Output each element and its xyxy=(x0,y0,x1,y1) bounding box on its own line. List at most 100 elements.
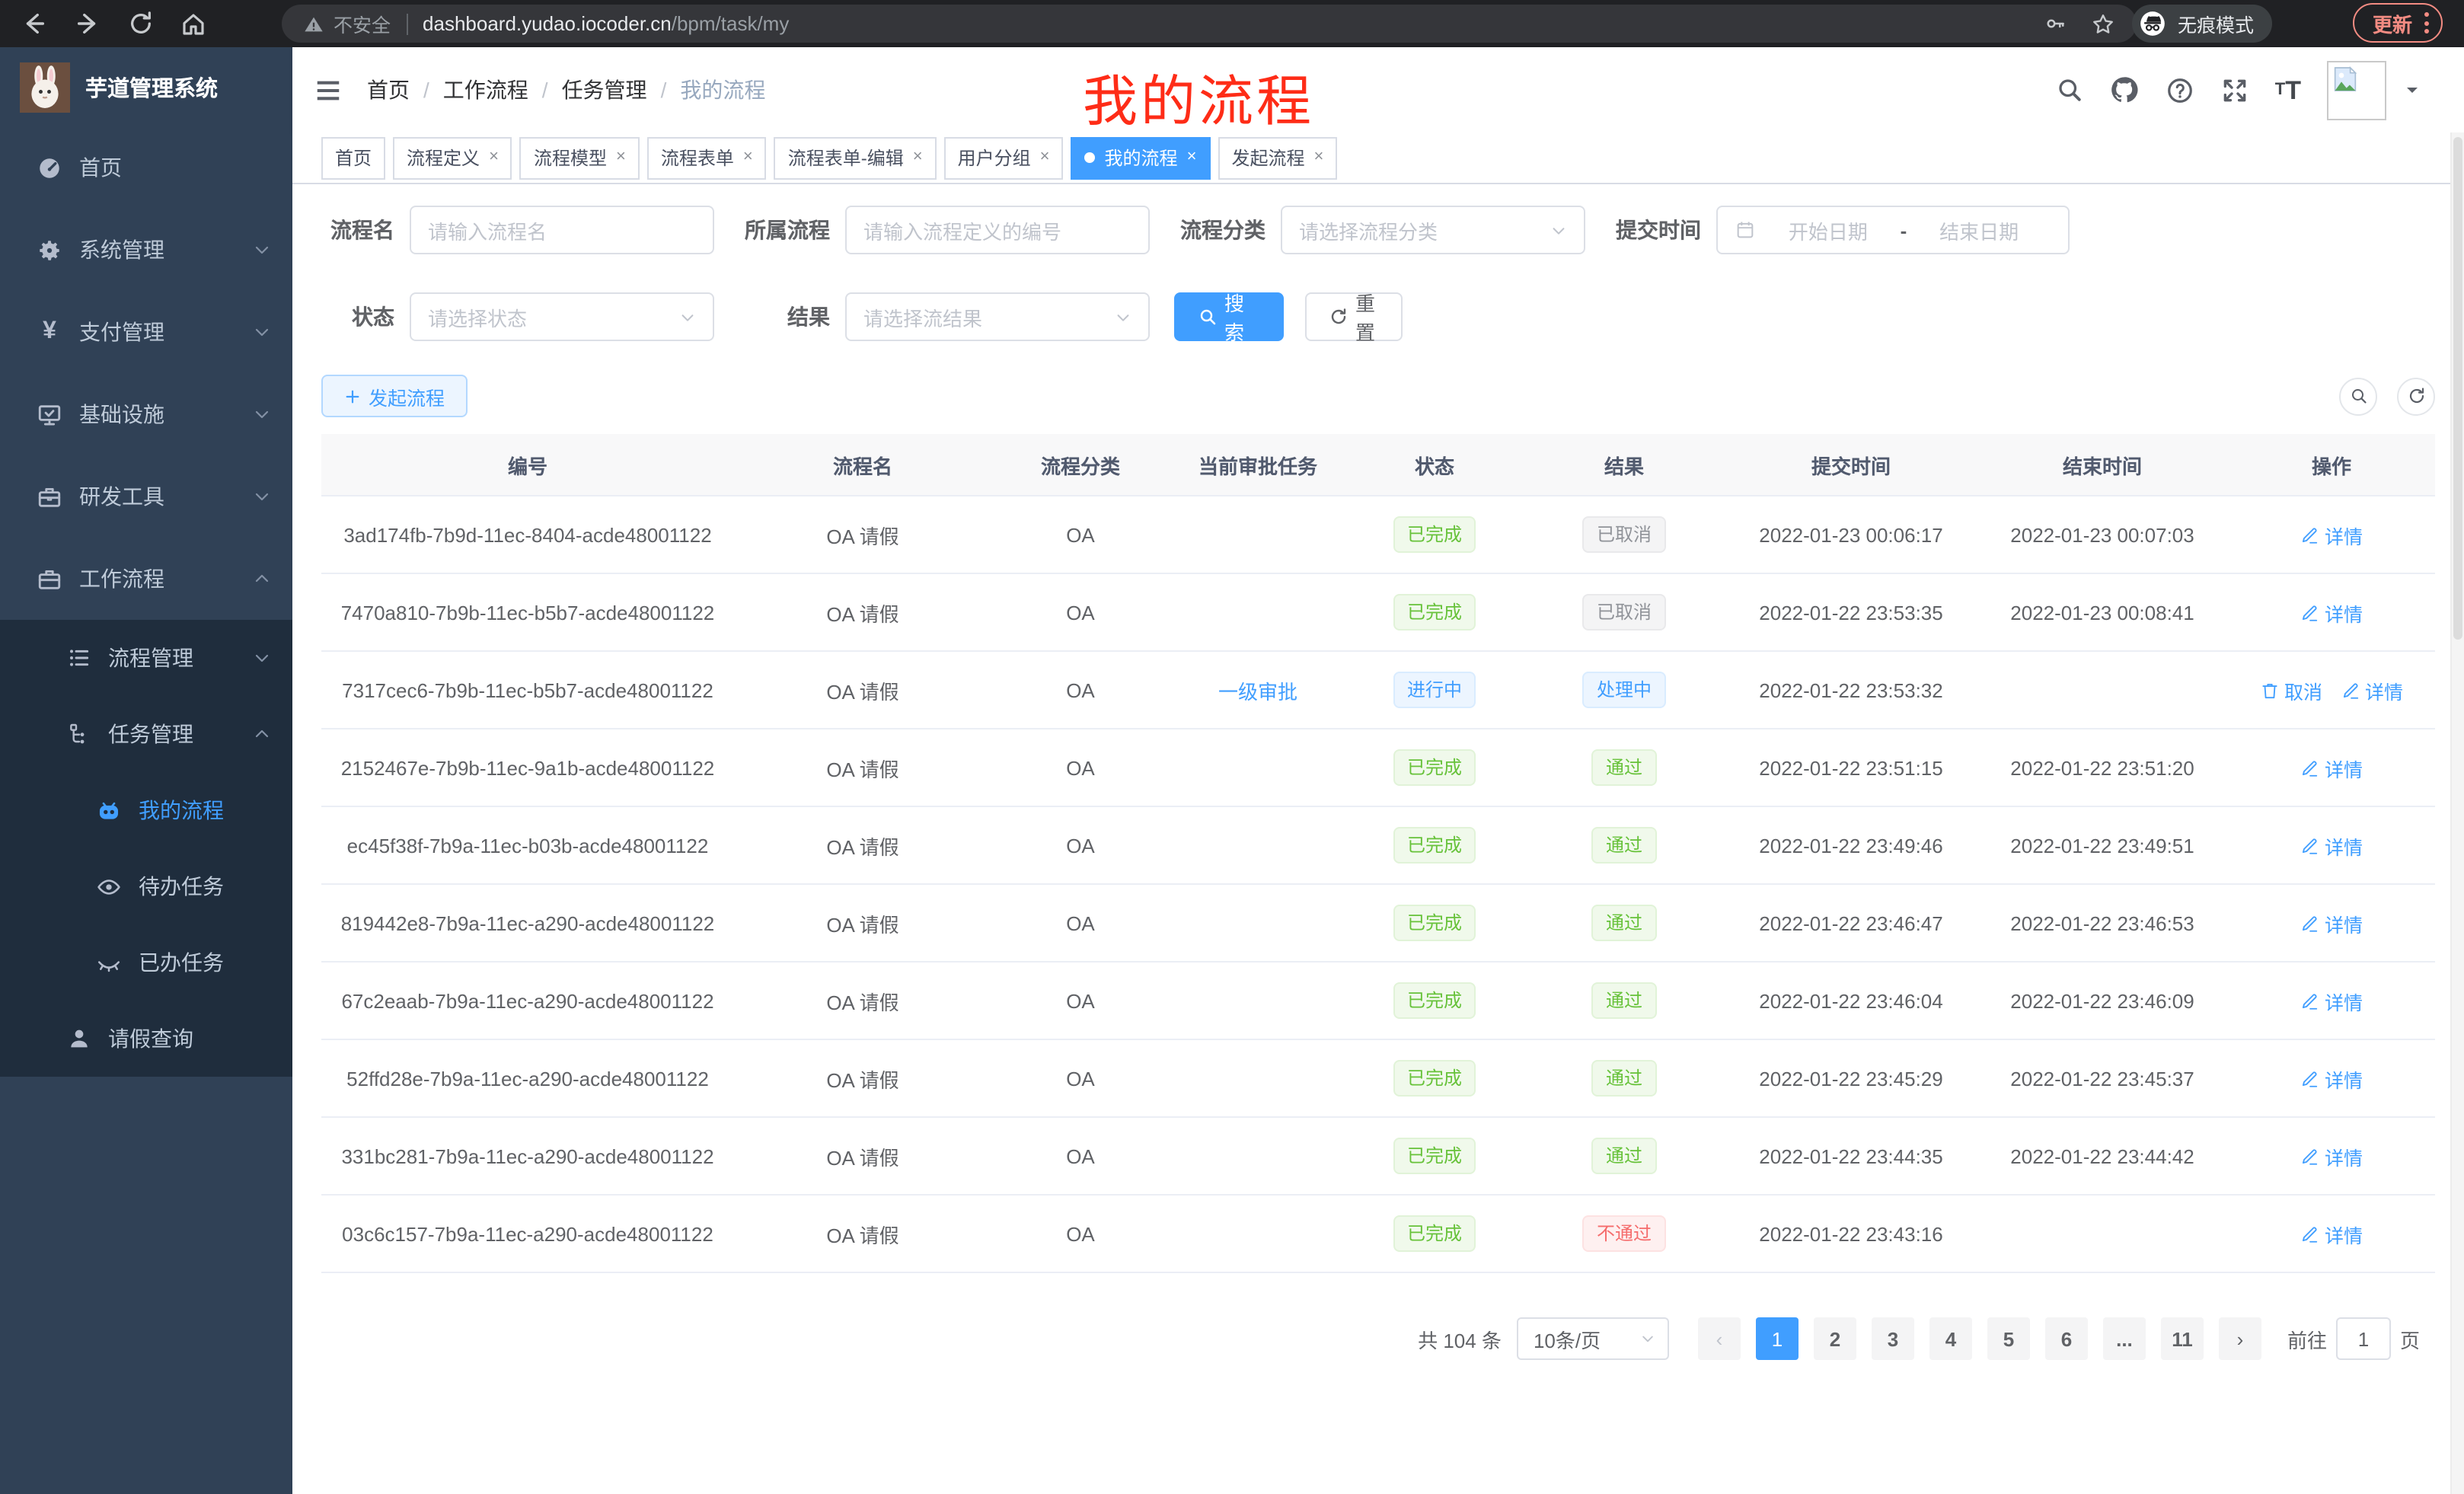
goto-page-input[interactable]: 1 xyxy=(2336,1317,2391,1360)
detail-link[interactable]: 详情 xyxy=(2300,831,2363,860)
current-task-link[interactable]: 一级审批 xyxy=(1218,675,1297,704)
detail-link[interactable]: 详情 xyxy=(2300,753,2363,782)
close-icon[interactable]: × xyxy=(616,149,626,166)
sidebar-item-sidebar.submenu.0[interactable]: 流程管理 xyxy=(0,620,292,696)
status-badge: 已完成 xyxy=(1393,827,1476,864)
sidebar-item-sidebar.menu.3[interactable]: 基础设施 xyxy=(0,373,292,455)
cancel-link[interactable]: 取消 xyxy=(2260,675,2322,704)
page-button-1[interactable]: 1 xyxy=(1756,1317,1799,1360)
tab-我的流程[interactable]: 我的流程× xyxy=(1071,136,1211,179)
page-button-6[interactable]: 6 xyxy=(2045,1317,2088,1360)
app-logo[interactable]: 芋道管理系统 xyxy=(0,47,292,126)
scrollbar[interactable] xyxy=(2450,132,2464,1494)
column-header: 结束时间 xyxy=(1977,434,2228,496)
cell-process-name: OA 请假 xyxy=(734,496,991,573)
font-size-icon[interactable]: TT xyxy=(2275,77,2301,103)
detail-link[interactable]: 详情 xyxy=(2300,1064,2363,1093)
chevron-down-icon xyxy=(253,649,271,667)
dashboard-icon xyxy=(37,155,62,180)
cell-current-task xyxy=(1170,496,1346,573)
date-range-input[interactable]: 开始日期 - 结束日期 xyxy=(1716,206,2070,254)
tab-流程模型[interactable]: 流程模型× xyxy=(520,136,640,179)
close-icon[interactable]: × xyxy=(913,149,923,166)
detail-link[interactable]: 详情 xyxy=(2300,908,2363,937)
sidebar-collapse-icon[interactable] xyxy=(314,75,343,104)
page-button-3[interactable]: 3 xyxy=(1872,1317,1914,1360)
page-button-4[interactable]: 4 xyxy=(1929,1317,1972,1360)
process-name-input[interactable]: 请输入流程名 xyxy=(410,206,714,254)
next-page-button[interactable]: › xyxy=(2219,1317,2261,1360)
refresh-table-button[interactable] xyxy=(2397,377,2435,415)
sidebar-item-sidebar.submenu.2[interactable]: 我的流程 xyxy=(0,772,292,848)
status-badge: 已完成 xyxy=(1393,905,1476,941)
update-label: 更新 xyxy=(2373,8,2412,37)
tab-流程表单[interactable]: 流程表单× xyxy=(647,136,767,179)
tab-发起流程[interactable]: 发起流程× xyxy=(1218,136,1337,179)
prev-page-button[interactable]: ‹ xyxy=(1698,1317,1741,1360)
security-label[interactable]: 不安全 xyxy=(334,9,391,38)
sidebar-item-sidebar.submenu.3[interactable]: 待办任务 xyxy=(0,848,292,924)
breadcrumb-item[interactable]: 首页 xyxy=(367,75,410,105)
sidebar-item-sidebar.menu.5[interactable]: 工作流程 xyxy=(0,538,292,620)
sidebar-item-sidebar.submenu.5[interactable]: 请假查询 xyxy=(0,1001,292,1077)
tab-首页[interactable]: 首页 xyxy=(321,136,385,179)
parent-process-input[interactable]: 请输入流程定义的编号 xyxy=(845,206,1150,254)
sidebar-item-sidebar.menu.2[interactable]: ¥支付管理 xyxy=(0,291,292,373)
tab-流程定义[interactable]: 流程定义× xyxy=(393,136,512,179)
avatar[interactable] xyxy=(2327,60,2386,120)
page-size-select[interactable]: 10条/页 xyxy=(1517,1317,1669,1360)
browser-home-icon[interactable] xyxy=(174,4,213,43)
sidebar-item-sidebar.submenu.4[interactable]: 已办任务 xyxy=(0,924,292,1001)
browser-reload-icon[interactable] xyxy=(120,4,160,43)
close-icon[interactable]: × xyxy=(1313,149,1323,166)
scrollbar-thumb[interactable] xyxy=(2453,137,2462,640)
cell-end-time: 2022-01-22 23:51:20 xyxy=(1977,729,2228,806)
fullscreen-icon[interactable] xyxy=(2220,75,2249,104)
address-bar[interactable]: 不安全 dashboard.yudao.iocoder.cn/bpm/task/… xyxy=(282,5,2137,43)
tab-用户分组[interactable]: 用户分组× xyxy=(944,136,1064,179)
sidebar-item-sidebar.menu.1[interactable]: 系统管理 xyxy=(0,209,292,291)
detail-link[interactable]: 详情 xyxy=(2300,986,2363,1015)
page-button-5[interactable]: 5 xyxy=(1987,1317,2030,1360)
status-select[interactable]: 请选择状态 xyxy=(410,292,714,341)
header-search-icon[interactable] xyxy=(2056,76,2083,104)
help-icon[interactable] xyxy=(2166,75,2194,104)
browser-back-icon[interactable] xyxy=(14,4,53,43)
detail-link[interactable]: 详情 xyxy=(2300,598,2363,627)
close-icon[interactable]: × xyxy=(743,149,753,166)
sidebar-item-label: 研发工具 xyxy=(79,481,164,512)
page-button-11[interactable]: 11 xyxy=(2161,1317,2204,1360)
category-select[interactable]: 请选择流程分类 xyxy=(1281,206,1585,254)
search-button[interactable]: 搜索 xyxy=(1174,292,1284,341)
detail-link[interactable]: 详情 xyxy=(2300,1141,2363,1170)
toggle-search-button[interactable] xyxy=(2339,377,2377,415)
avatar-caret-icon[interactable] xyxy=(2403,81,2421,99)
detail-link[interactable]: 详情 xyxy=(2341,675,2403,704)
status-badge: 已完成 xyxy=(1393,1215,1476,1252)
close-icon[interactable]: × xyxy=(1040,149,1050,166)
sidebar-item-sidebar.menu.0[interactable]: 首页 xyxy=(0,126,292,209)
column-header: 提交时间 xyxy=(1725,434,1977,496)
reset-button[interactable]: 重置 xyxy=(1305,292,1403,341)
breadcrumb-item[interactable]: 任务管理 xyxy=(562,75,647,105)
sidebar-item-sidebar.submenu.1[interactable]: 任务管理 xyxy=(0,696,292,772)
close-icon[interactable]: × xyxy=(1187,149,1197,166)
update-button[interactable]: 更新 xyxy=(2353,3,2443,43)
page-button-2[interactable]: 2 xyxy=(1814,1317,1856,1360)
bookmark-star-icon[interactable] xyxy=(2091,11,2115,36)
detail-link[interactable]: 详情 xyxy=(2300,1219,2363,1248)
browser-menu-icon[interactable] xyxy=(2424,12,2429,34)
breadcrumb-item[interactable]: 工作流程 xyxy=(443,75,528,105)
sidebar-item-sidebar.menu.4[interactable]: 研发工具 xyxy=(0,455,292,538)
close-icon[interactable]: × xyxy=(489,149,499,166)
result-select[interactable]: 请选择流结果 xyxy=(845,292,1150,341)
date-end-placeholder[interactable]: 结束日期 xyxy=(1939,215,2019,244)
key-icon[interactable] xyxy=(2044,12,2067,35)
browser-forward-icon[interactable] xyxy=(67,4,107,43)
create-process-button[interactable]: 发起流程 xyxy=(321,375,468,417)
cell-end-time: 2022-01-22 23:46:53 xyxy=(1977,884,2228,962)
date-start-placeholder[interactable]: 开始日期 xyxy=(1789,215,1868,244)
github-icon[interactable] xyxy=(2109,75,2140,105)
detail-link[interactable]: 详情 xyxy=(2300,520,2363,549)
tab-流程表单-编辑[interactable]: 流程表单-编辑× xyxy=(774,136,937,179)
